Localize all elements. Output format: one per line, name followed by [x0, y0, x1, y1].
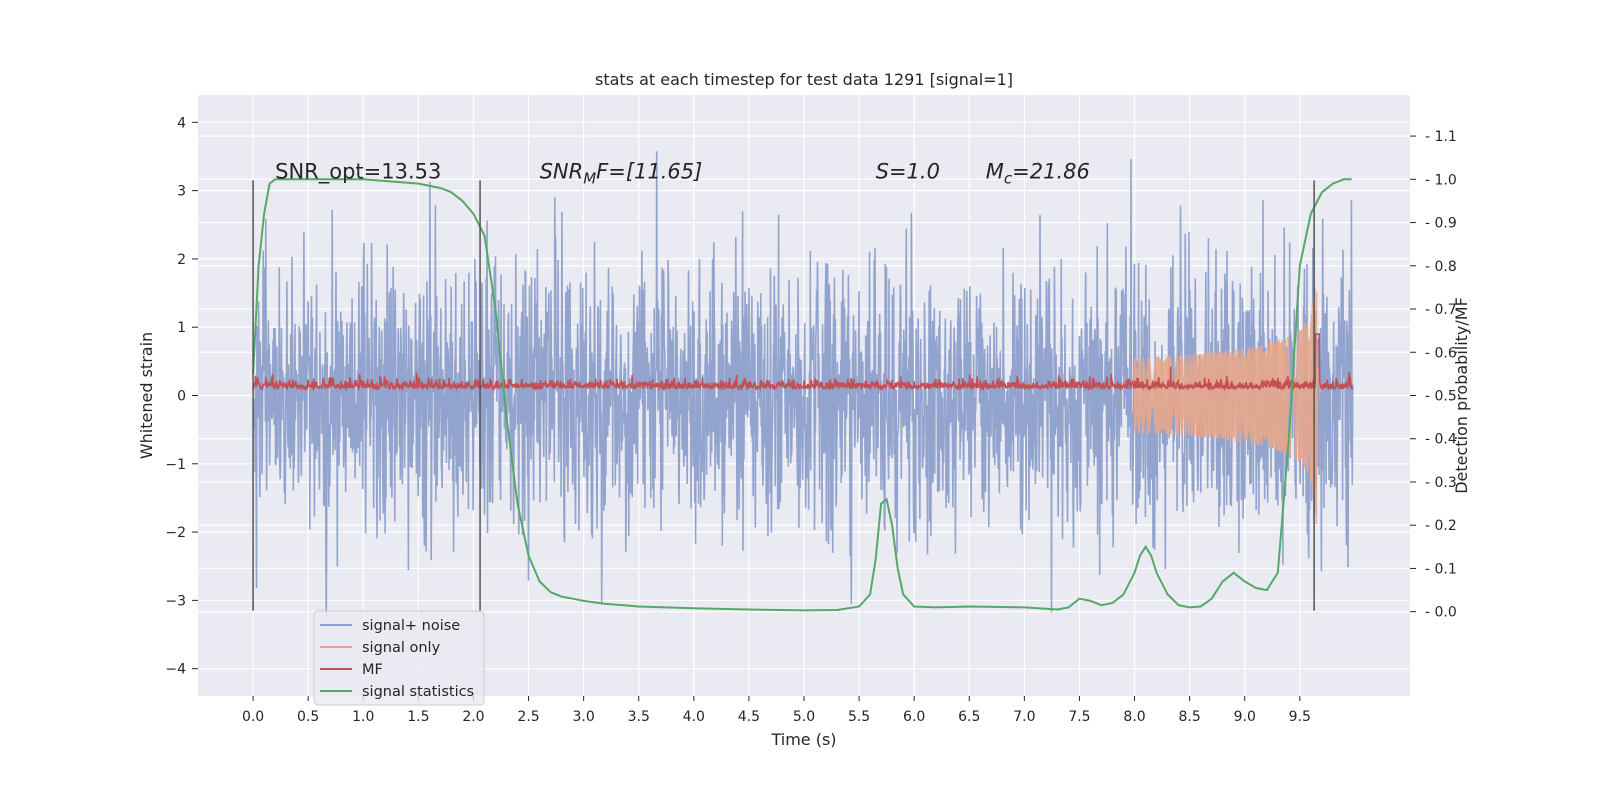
- y2-tick-label: - 0.3: [1425, 475, 1457, 491]
- x-tick-label: 4.0: [683, 709, 705, 725]
- y2-tick-label: - 0.1: [1425, 561, 1457, 577]
- y2-tick-label: - 0.7: [1425, 302, 1457, 318]
- legend-box: [313, 610, 485, 706]
- series-signal-statistics-line: [252, 178, 1352, 612]
- y-tick-label: −4: [165, 662, 186, 678]
- y-tick-label: −2: [165, 525, 186, 541]
- y2-tick-label: - 0.8: [1425, 259, 1457, 275]
- legend-label: signal+ noise: [362, 618, 460, 634]
- x-tick-label: 0.5: [297, 709, 319, 725]
- legend-label: signal only: [362, 640, 441, 656]
- axis-ticks: 0.0 0.5 1.0 1.5 2.0 2.5 3.0 3.5 4.0 4.5 5.0 5.5 6.0 6…: [165, 115, 1457, 725]
- y2-tick-label: - 0.4: [1425, 432, 1457, 448]
- y2-tick-label: - 1.1: [1425, 129, 1457, 145]
- y2-tick-label: - 0.0: [1425, 605, 1457, 621]
- annotation-text: Mc=21.86: [986, 159, 1090, 187]
- x-tick-label: 9.0: [1234, 709, 1256, 725]
- y-tick-label: −3: [165, 593, 186, 609]
- x-tick-label: 2.0: [462, 709, 484, 725]
- y-tick-label: −1: [165, 457, 186, 473]
- annotation-text: SNRMF=[11.65]: [540, 159, 703, 187]
- legend: signal+ noise signal only MF signal statist…: [313, 610, 485, 706]
- x-axis-label: Time (s): [770, 730, 836, 749]
- y-tick-label: 2: [177, 252, 186, 268]
- y-tick-label: 4: [177, 115, 186, 131]
- y2-tick-label: - 0.6: [1425, 345, 1457, 361]
- x-tick-label: 6.0: [903, 709, 925, 725]
- y2-tick-label: - 1.0: [1425, 172, 1457, 188]
- x-tick-label: 9.5: [1289, 709, 1311, 725]
- y-tick-label: 1: [177, 320, 186, 336]
- x-tick-label: 0.0: [242, 709, 264, 725]
- y2-tick-label: - 0.2: [1425, 518, 1457, 534]
- x-tick-label: 1.5: [407, 709, 429, 725]
- x-tick-label: 7.0: [1013, 709, 1035, 725]
- x-tick-label: 1.0: [352, 709, 374, 725]
- annotations: SNR_opt=13.53 SNRMF=[11.65] S=1.0 Mc=21.86: [275, 159, 1090, 187]
- vertical-markers: [252, 180, 1315, 611]
- x-tick-label: 5.5: [848, 709, 870, 725]
- x-tick-label: 7.5: [1068, 709, 1090, 725]
- x-tick-label: 2.5: [517, 709, 539, 725]
- x-tick-label: 4.5: [738, 709, 760, 725]
- series-layer: [252, 151, 1354, 618]
- x-tick-label: 6.5: [958, 709, 980, 725]
- y-axis-label: Whitened strain: [137, 332, 156, 459]
- x-tick-label: 8.5: [1179, 709, 1201, 725]
- x-tick-label: 8.0: [1123, 709, 1145, 725]
- y2-axis-label: Detection probability/MF: [1452, 297, 1471, 494]
- legend-label: signal statistics: [362, 684, 474, 700]
- y-tick-label: 0: [177, 389, 186, 405]
- x-tick-label: 3.0: [573, 709, 595, 725]
- annotation-text: SNR_opt=13.53: [275, 159, 441, 184]
- y-tick-label: 3: [177, 184, 186, 200]
- y2-tick-label: - 0.9: [1425, 216, 1457, 232]
- annotation-text: S=1.0: [876, 159, 940, 183]
- x-tick-label: 5.0: [793, 709, 815, 725]
- y2-tick-label: - 0.5: [1425, 389, 1457, 405]
- series-mf-line: [252, 333, 1354, 392]
- x-tick-label: 3.5: [628, 709, 650, 725]
- legend-label: MF: [362, 662, 383, 678]
- chart-title: stats at each timestep for test data 129…: [595, 70, 1013, 89]
- series-signal-only-line: [1133, 286, 1323, 524]
